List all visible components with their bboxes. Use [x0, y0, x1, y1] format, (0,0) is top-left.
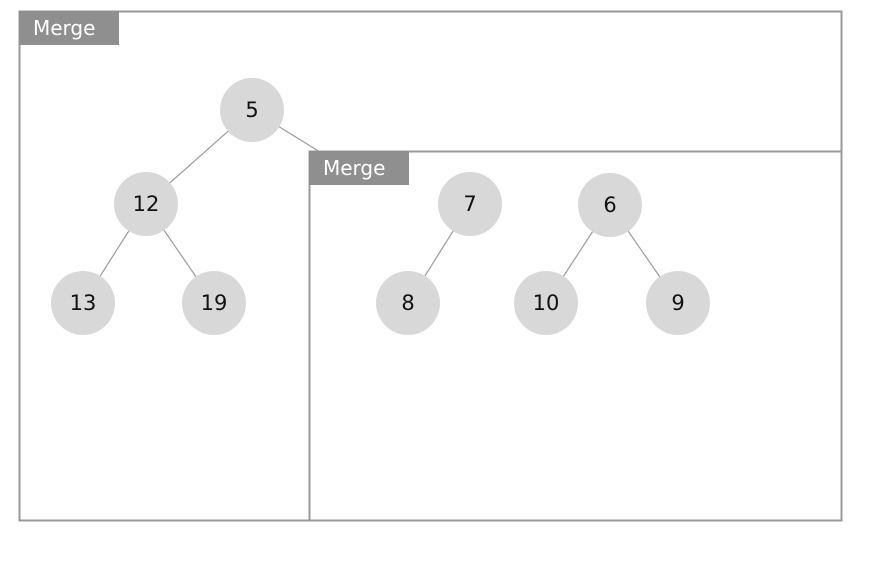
node-5-label: 5: [245, 98, 258, 122]
node-5: 5: [220, 78, 284, 142]
node-13: 13: [51, 271, 115, 335]
node-12-circle: [114, 172, 178, 236]
inner-merge-label: Merge: [323, 156, 385, 180]
node-9-label: 9: [671, 291, 684, 315]
node-6: 6: [578, 173, 642, 237]
node-8-label: 8: [401, 291, 414, 315]
node-9: 9: [646, 271, 710, 335]
node-12-label: 12: [133, 192, 160, 216]
node-13-circle: [51, 271, 115, 335]
node-8-circle: [376, 271, 440, 335]
node-7: 7: [438, 172, 502, 236]
node-10-label: 10: [533, 291, 560, 315]
node-19: 19: [182, 271, 246, 335]
node-8: 8: [376, 271, 440, 335]
inner-merge-label-box: [309, 151, 409, 185]
node-7-circle: [438, 172, 502, 236]
inner-merge-frame: [308, 150, 843, 522]
node-13-label: 13: [70, 291, 97, 315]
node-6-circle: [578, 173, 642, 237]
node-6-label: 6: [603, 193, 616, 217]
node-10-circle: [514, 271, 578, 335]
node-9-circle: [646, 271, 710, 335]
node-19-circle: [182, 271, 246, 335]
node-7-label: 7: [463, 192, 476, 216]
outer-merge-label: Merge: [33, 16, 95, 40]
node-12: 12: [114, 172, 178, 236]
node-10: 10: [514, 271, 578, 335]
node-5-circle: [220, 78, 284, 142]
node-19-label: 19: [201, 291, 228, 315]
outer-merge-label-box: [19, 11, 119, 45]
